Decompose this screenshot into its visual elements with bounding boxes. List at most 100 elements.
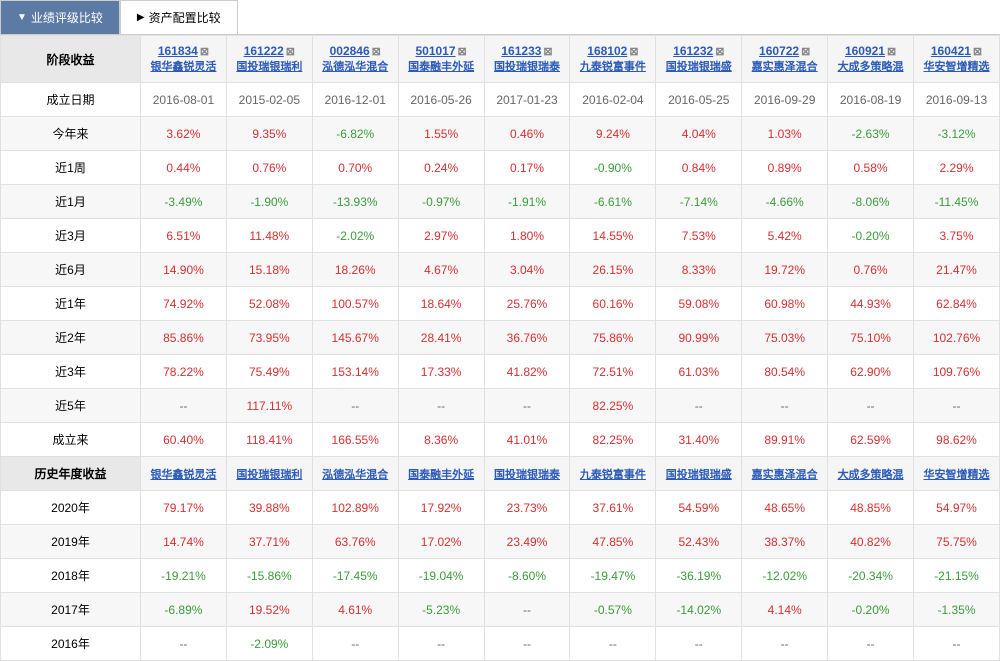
- cell-value: 2015-02-05: [226, 83, 312, 117]
- fund-column-header: 银华鑫锐灵活: [141, 457, 227, 491]
- cell-value: -15.86%: [226, 559, 312, 593]
- fund-code-link[interactable]: 161232: [673, 44, 713, 58]
- cell-value: 118.41%: [226, 423, 312, 457]
- row-label: 近6月: [1, 253, 141, 287]
- fund-name-link[interactable]: 国投瑞银瑞泰: [494, 61, 560, 73]
- section-header-2: 历史年度收益: [1, 457, 141, 491]
- cell-value: -11.45%: [914, 185, 1000, 219]
- cell-value: --: [312, 627, 398, 661]
- fund-code-link[interactable]: 161233: [501, 44, 541, 58]
- fund-name-link[interactable]: 华安智增精选: [924, 469, 990, 481]
- tab-performance[interactable]: ▼ 业绩评级比较: [0, 0, 120, 34]
- fund-code-link[interactable]: 161834: [158, 44, 198, 58]
- fund-column-header: 160421⊠ 华安智增精选: [914, 36, 1000, 83]
- row-label: 近3月: [1, 219, 141, 253]
- cell-value: 47.85%: [570, 525, 656, 559]
- fund-column-header: 161834⊠ 银华鑫锐灵活: [141, 36, 227, 83]
- cell-value: -6.89%: [141, 593, 227, 627]
- close-icon[interactable]: ⊠: [973, 46, 982, 58]
- fund-code-link[interactable]: 160921: [845, 44, 885, 58]
- cell-value: 75.49%: [226, 355, 312, 389]
- fund-name-link[interactable]: 泓德泓华混合: [322, 469, 388, 481]
- cell-value: -21.15%: [914, 559, 1000, 593]
- close-icon[interactable]: ⊠: [458, 46, 467, 58]
- cell-value: -3.49%: [141, 185, 227, 219]
- cell-value: -1.91%: [484, 185, 570, 219]
- fund-name-link[interactable]: 大成多策略混: [838, 469, 904, 481]
- cell-value: 0.24%: [398, 151, 484, 185]
- fund-name-link[interactable]: 九泰锐富事件: [580, 469, 646, 481]
- cell-value: 37.71%: [226, 525, 312, 559]
- cell-value: 23.49%: [484, 525, 570, 559]
- fund-name-link[interactable]: 嘉实惠泽混合: [752, 469, 818, 481]
- fund-name-link[interactable]: 银华鑫锐灵活: [150, 61, 216, 73]
- cell-value: 11.48%: [226, 219, 312, 253]
- close-icon[interactable]: ⊠: [801, 46, 810, 58]
- fund-column-header: 国泰融丰外延: [398, 457, 484, 491]
- cell-value: -1.90%: [226, 185, 312, 219]
- cell-value: --: [656, 627, 742, 661]
- cell-value: 2.29%: [914, 151, 1000, 185]
- tab-allocation[interactable]: ▶ 资产配置比较: [120, 0, 238, 34]
- cell-value: 4.67%: [398, 253, 484, 287]
- cell-value: --: [914, 389, 1000, 423]
- fund-name-link[interactable]: 大成多策略混: [838, 61, 904, 73]
- cell-value: 73.95%: [226, 321, 312, 355]
- cell-value: -17.45%: [312, 559, 398, 593]
- cell-value: 39.88%: [226, 491, 312, 525]
- close-icon[interactable]: ⊠: [715, 46, 724, 58]
- fund-name-link[interactable]: 九泰锐富事件: [580, 61, 646, 73]
- cell-value: 1.03%: [742, 117, 828, 151]
- fund-name-link[interactable]: 华安智增精选: [924, 61, 990, 73]
- fund-name-link[interactable]: 嘉实惠泽混合: [752, 61, 818, 73]
- table-row: 2016年---2.09%----------------: [1, 627, 1000, 661]
- close-icon[interactable]: ⊠: [629, 46, 638, 58]
- cell-value: --: [484, 627, 570, 661]
- close-icon[interactable]: ⊠: [887, 46, 896, 58]
- cell-value: 2017-01-23: [484, 83, 570, 117]
- cell-value: --: [914, 627, 1000, 661]
- fund-code-link[interactable]: 002846: [330, 44, 370, 58]
- fund-name-link[interactable]: 国投瑞银瑞利: [236, 61, 302, 73]
- cell-value: -2.02%: [312, 219, 398, 253]
- fund-name-link[interactable]: 银华鑫锐灵活: [150, 469, 216, 481]
- cell-value: -0.57%: [570, 593, 656, 627]
- fund-name-link[interactable]: 国投瑞银瑞利: [236, 469, 302, 481]
- cell-value: 17.92%: [398, 491, 484, 525]
- cell-value: 0.89%: [742, 151, 828, 185]
- cell-value: -20.34%: [828, 559, 914, 593]
- tab-label: 资产配置比较: [149, 9, 221, 26]
- row-label: 今年来: [1, 117, 141, 151]
- fund-code-link[interactable]: 160722: [759, 44, 799, 58]
- cell-value: 2016-09-13: [914, 83, 1000, 117]
- cell-value: 14.55%: [570, 219, 656, 253]
- cell-value: -0.97%: [398, 185, 484, 219]
- close-icon[interactable]: ⊠: [372, 46, 381, 58]
- fund-code-link[interactable]: 161222: [244, 44, 284, 58]
- cell-value: 60.16%: [570, 287, 656, 321]
- cell-value: 74.92%: [141, 287, 227, 321]
- fund-code-link[interactable]: 160421: [931, 44, 971, 58]
- cell-value: 26.15%: [570, 253, 656, 287]
- row-label: 近1月: [1, 185, 141, 219]
- cell-value: 0.70%: [312, 151, 398, 185]
- fund-code-link[interactable]: 168102: [587, 44, 627, 58]
- cell-value: 0.58%: [828, 151, 914, 185]
- fund-name-link[interactable]: 国投瑞银瑞泰: [494, 469, 560, 481]
- table-row: 今年来3.62%9.35%-6.82%1.55%0.46%9.24%4.04%1…: [1, 117, 1000, 151]
- close-icon[interactable]: ⊠: [200, 46, 209, 58]
- fund-code-link[interactable]: 501017: [415, 44, 455, 58]
- close-icon[interactable]: ⊠: [543, 46, 552, 58]
- cell-value: -5.23%: [398, 593, 484, 627]
- fund-name-link[interactable]: 国投瑞银瑞盛: [666, 469, 732, 481]
- cell-value: 31.40%: [656, 423, 742, 457]
- cell-value: 82.25%: [570, 389, 656, 423]
- fund-name-link[interactable]: 国投瑞银瑞盛: [666, 61, 732, 73]
- fund-name-link[interactable]: 泓德泓华混合: [322, 61, 388, 73]
- close-icon[interactable]: ⊠: [286, 46, 295, 58]
- cell-value: 48.85%: [828, 491, 914, 525]
- fund-name-link[interactable]: 国泰融丰外延: [408, 469, 474, 481]
- cell-value: --: [141, 389, 227, 423]
- fund-name-link[interactable]: 国泰融丰外延: [408, 61, 474, 73]
- cell-value: 3.04%: [484, 253, 570, 287]
